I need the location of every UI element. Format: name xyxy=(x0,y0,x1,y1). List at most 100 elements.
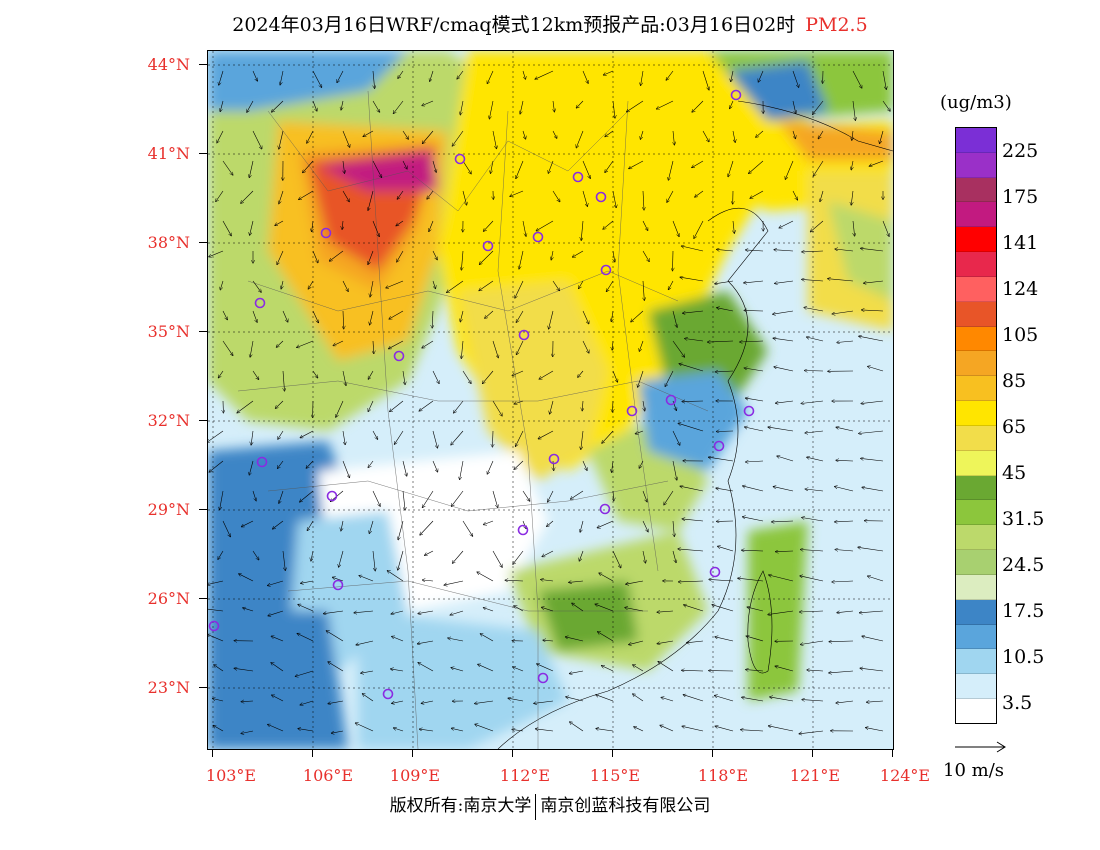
site-marker xyxy=(537,672,549,684)
wind-arrow xyxy=(535,70,554,79)
wind-arrow xyxy=(666,70,674,80)
wind-arrow xyxy=(479,280,494,291)
legend-swatch xyxy=(956,326,996,352)
wind-arrow xyxy=(742,550,764,551)
wind-arrow xyxy=(598,632,614,642)
wind-arrow xyxy=(612,400,613,412)
wind-arrow xyxy=(718,546,734,552)
wind-arrow xyxy=(664,490,674,505)
wind-arrow xyxy=(220,100,224,112)
wind-arrow xyxy=(432,250,437,260)
wind-arrow xyxy=(596,695,614,702)
wind-arrow xyxy=(538,430,554,439)
wind-arrow xyxy=(354,610,374,613)
wind-arrow xyxy=(422,130,434,144)
legend-swatch xyxy=(956,674,996,700)
wind-arrow xyxy=(605,160,614,172)
lat-label: 23°N xyxy=(147,678,190,697)
wind-arrow xyxy=(343,160,345,173)
wind-arrow xyxy=(542,607,554,612)
wind-arrow xyxy=(485,310,494,318)
lon-tick xyxy=(212,749,213,757)
legend-label: 85 xyxy=(1002,370,1027,392)
wind-arrow xyxy=(419,729,434,731)
wind-arrow xyxy=(454,400,464,413)
legend-label: 10.5 xyxy=(1002,646,1045,668)
wind-arrow xyxy=(612,340,613,350)
wind-arrow xyxy=(728,160,734,177)
wind-arrow xyxy=(333,340,344,346)
wind-arrow xyxy=(372,550,375,571)
legend-label: 3.5 xyxy=(1002,692,1033,714)
wind-arrow xyxy=(835,550,854,552)
site-marker xyxy=(730,89,742,101)
wind-arrow xyxy=(402,160,407,169)
wind-arrow xyxy=(580,520,584,532)
wind-arrow xyxy=(398,520,404,540)
site-marker xyxy=(572,171,584,183)
wind-arrow xyxy=(268,610,284,616)
wind-arrow xyxy=(859,430,884,434)
wind-arrow xyxy=(368,400,374,412)
wind-arrow xyxy=(852,70,862,88)
wind-arrow xyxy=(860,668,884,672)
wind-arrow xyxy=(730,100,734,109)
wind-arrow xyxy=(733,220,734,233)
wind-arrow xyxy=(432,160,436,172)
wind-arrow xyxy=(858,547,884,552)
wind-arrow xyxy=(516,160,524,179)
wind-arrow xyxy=(312,220,313,232)
lon-tick xyxy=(712,749,713,757)
wind-arrow xyxy=(216,190,224,202)
site-marker xyxy=(518,329,530,341)
wind-arrow xyxy=(774,367,794,372)
wind-arrow xyxy=(514,606,524,612)
wind-arrow xyxy=(692,160,704,168)
wind-arrow xyxy=(451,430,464,445)
wind-arrow xyxy=(522,490,530,501)
wind-arrow xyxy=(452,130,464,146)
wind-arrow xyxy=(515,280,524,298)
legend-swatch xyxy=(956,425,996,451)
wind-arrow xyxy=(613,250,615,262)
wind-arrow xyxy=(776,400,794,403)
wind-arrow xyxy=(672,430,680,445)
wind-arrow xyxy=(243,608,254,612)
wind-arrow xyxy=(801,400,824,404)
wind-arrow xyxy=(692,100,704,112)
wind-arrow xyxy=(694,220,704,238)
legend-label: 45 xyxy=(1002,462,1027,484)
wind-arrow xyxy=(851,160,853,170)
wind-arrow xyxy=(744,280,764,283)
wind-arrow xyxy=(514,400,524,404)
wind-arrow xyxy=(520,100,524,114)
wind-arrow xyxy=(237,400,254,413)
wind-arrow xyxy=(681,246,704,252)
wind-arrow xyxy=(746,461,764,462)
wind-arrow xyxy=(451,728,464,732)
wind-arrow xyxy=(393,100,404,114)
wind-arrow xyxy=(281,280,283,289)
lon-label: 115°E xyxy=(589,766,641,785)
wind-arrow xyxy=(272,695,284,702)
color-legend xyxy=(955,127,997,724)
wind-arrow xyxy=(368,370,374,379)
wind-arrow xyxy=(861,400,884,404)
wind-arrow xyxy=(629,160,644,169)
wind-arrow xyxy=(571,490,584,499)
wind-arrow xyxy=(356,640,374,645)
wind-arrow xyxy=(813,160,824,176)
wind-arrow xyxy=(396,220,404,226)
wind-arrow xyxy=(772,521,794,522)
legend-swatch xyxy=(956,525,996,551)
site-marker xyxy=(713,440,725,452)
wind-arrow xyxy=(740,341,764,342)
wind-arrow xyxy=(336,400,344,417)
wind-arrow xyxy=(683,310,704,313)
wind-arrow xyxy=(665,370,674,386)
wind-arrow xyxy=(582,190,587,206)
wind-arrow xyxy=(218,370,224,378)
wind-arrow xyxy=(804,308,824,312)
wind-arrow xyxy=(487,460,494,474)
wind-arrow xyxy=(280,70,284,85)
